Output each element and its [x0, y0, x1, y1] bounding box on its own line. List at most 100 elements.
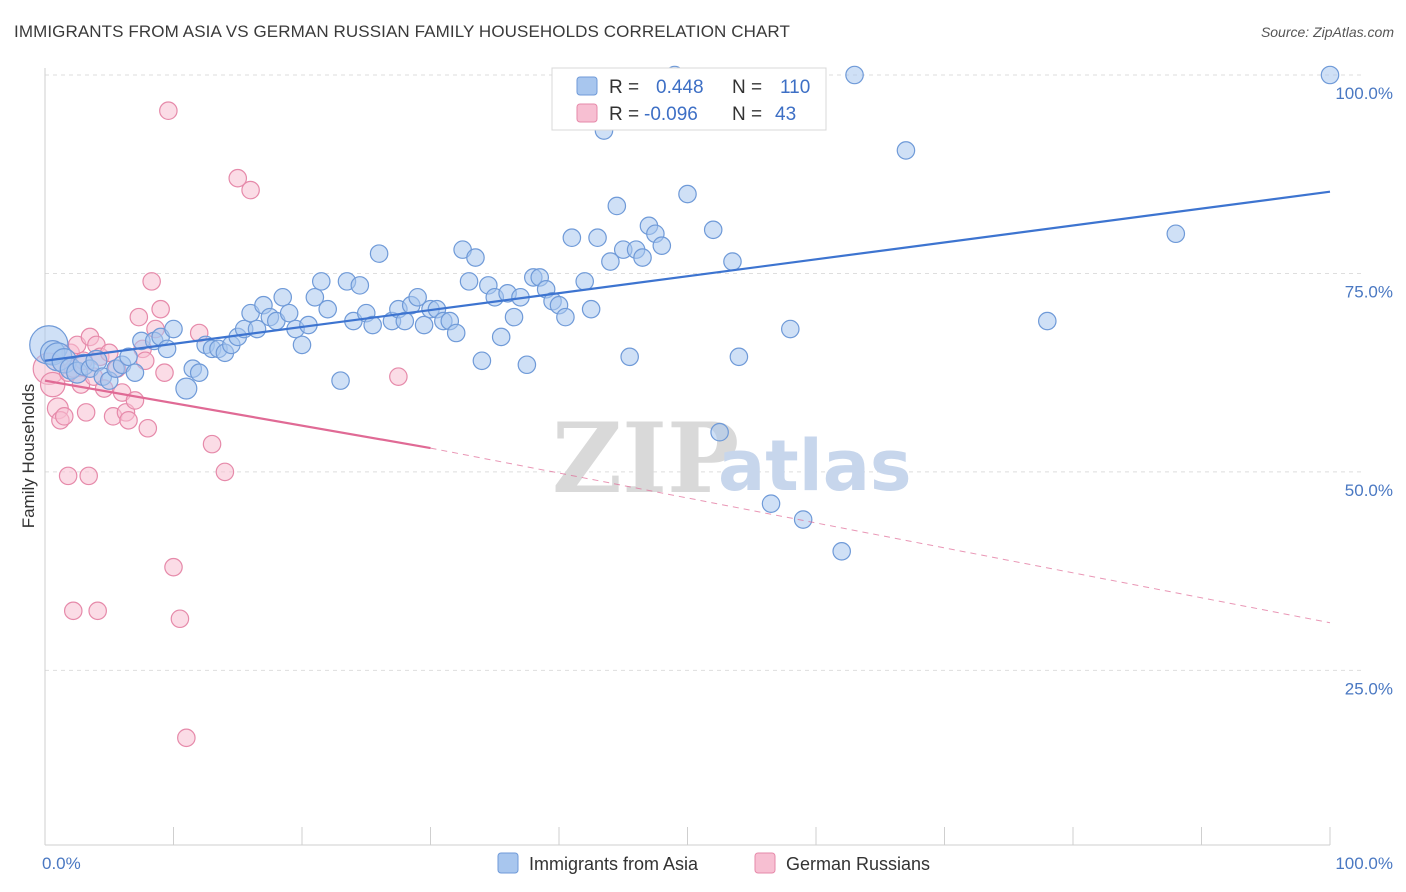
x-tick-label: 0.0%	[42, 854, 81, 873]
bottom-legend-swatch-asia	[497, 852, 519, 874]
asia-point	[729, 347, 749, 367]
asia-point	[652, 236, 672, 255]
german-russian-trend-line	[44, 379, 431, 450]
asia-point	[620, 347, 639, 367]
german-russian-point	[138, 418, 158, 438]
asia-point	[175, 377, 198, 400]
german-russian-point	[155, 363, 174, 382]
asia-point	[1038, 311, 1057, 331]
asia-point	[466, 248, 485, 267]
asia-point	[273, 287, 293, 307]
grid	[45, 74, 1365, 671]
asia-point	[369, 244, 389, 263]
asia-point	[575, 272, 594, 291]
asia-point	[305, 287, 325, 307]
german-russian-point	[389, 367, 408, 386]
asia-point	[408, 287, 427, 307]
bottom-legend-label-asia: Immigrants from Asia	[529, 854, 699, 874]
german-russian-point	[241, 180, 260, 200]
asia-point	[556, 307, 575, 327]
bottom-legend-swatch-german-russian	[754, 852, 776, 874]
asia-point	[562, 228, 582, 248]
german-russian-point	[151, 299, 170, 319]
y-tick-label: 25.0%	[1345, 679, 1393, 698]
asia-point	[1320, 65, 1340, 85]
asia-point	[446, 323, 466, 343]
legend-swatch-asia	[576, 76, 598, 96]
axes: 100.0% 75.0% 50.0% 25.0% 0.0% 100.0%	[42, 68, 1393, 873]
legend-n-value-german-russian: 43	[775, 104, 796, 125]
asia-point	[832, 541, 851, 561]
y-tick-label: 75.0%	[1345, 282, 1393, 301]
german-russian-point	[170, 609, 190, 629]
asia-point	[164, 319, 183, 339]
german-russian-point	[164, 557, 183, 577]
german-russian-point	[177, 728, 196, 748]
german-russian-point	[79, 466, 98, 486]
asia-point	[350, 276, 370, 295]
asia-point	[1166, 224, 1186, 244]
watermark-zip: ZIP	[552, 402, 739, 515]
y-tick-label: 50.0%	[1345, 481, 1393, 500]
y-tick-label: 100.0%	[1335, 84, 1393, 103]
asia-point	[793, 510, 813, 529]
asia-point	[896, 141, 916, 160]
asia-point	[588, 228, 607, 248]
asia-point	[459, 272, 479, 291]
y-axis-label: Family Households	[19, 384, 38, 529]
data-points	[29, 65, 1340, 748]
asia-point	[318, 299, 337, 319]
asia-point	[363, 315, 382, 335]
asia-point	[279, 303, 299, 323]
legend-r-value-german-russian: -0.096	[644, 104, 698, 125]
legend-box: R = 0.448 N = 110 R = -0.096 N = 43	[551, 67, 827, 131]
x-tick-label: 100.0%	[1335, 854, 1393, 873]
german-russian-point	[119, 411, 138, 430]
german-russian-point	[159, 101, 178, 121]
asia-point	[761, 494, 781, 513]
german-russian-point	[202, 434, 222, 454]
asia-point	[703, 220, 723, 240]
bottom-legend-label-german-russian: German Russians	[786, 854, 930, 874]
asia-point	[710, 422, 729, 442]
legend-n-label-asia: N =	[732, 77, 762, 98]
legend-swatch-german-russian	[576, 103, 598, 123]
german-russian-point	[88, 601, 107, 621]
trend-lines	[44, 190, 1331, 624]
asia-point	[472, 351, 492, 371]
asia-point	[601, 252, 620, 271]
legend-r-value-asia: 0.448	[656, 77, 704, 98]
german-russian-point	[142, 272, 161, 291]
german-russian-point	[54, 407, 74, 426]
asia-point	[414, 315, 434, 335]
legend-r-label-german-russian: R =	[609, 104, 639, 125]
german-russian-trend-extension	[430, 447, 1331, 624]
asia-point	[781, 319, 800, 339]
chart-title: IMMIGRANTS FROM ASIA VS GERMAN RUSSIAN F…	[14, 22, 790, 41]
german-russian-point	[129, 307, 149, 327]
asia-point	[119, 347, 138, 367]
german-russian-point	[215, 462, 235, 482]
asia-point	[125, 363, 145, 382]
asia-point	[633, 248, 652, 267]
legend-r-label-asia: R =	[609, 77, 639, 98]
asia-point	[607, 196, 627, 216]
asia-point	[723, 252, 742, 271]
asia-point	[678, 184, 697, 204]
german-russian-point	[228, 168, 248, 188]
asia-point	[504, 307, 524, 327]
chart-source: Source: ZipAtlas.com	[1260, 24, 1394, 40]
asia-point	[331, 371, 350, 390]
asia-point	[311, 272, 331, 291]
german-russian-point	[63, 601, 83, 621]
bottom-legend: Immigrants from Asia German Russians	[497, 852, 930, 874]
asia-trend-line	[44, 190, 1331, 362]
watermark-atlas: atlas	[718, 425, 912, 507]
asia-point	[189, 363, 209, 382]
asia-point	[581, 299, 601, 319]
german-russian-point	[58, 466, 78, 486]
legend-n-value-asia: 110	[780, 77, 810, 98]
legend-n-label-german-russian: N =	[732, 104, 762, 125]
asia-point	[292, 335, 312, 355]
